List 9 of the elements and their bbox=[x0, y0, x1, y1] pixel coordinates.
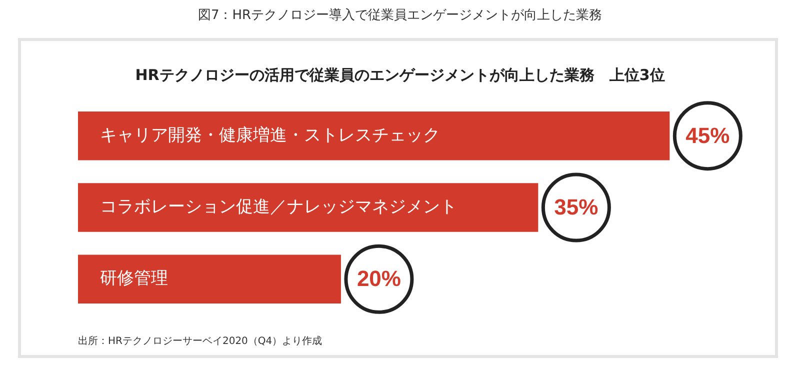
y-tick-label: 研修管理 bbox=[100, 268, 168, 289]
y-tick-label: コラボレーション促進／ナレッジマネジメント bbox=[100, 196, 457, 217]
chart-subtitle: HRテクノロジーの活用で従業員のエンゲージメントが向上した業務 上位3位 bbox=[134, 66, 666, 85]
data-label: 35% bbox=[554, 194, 598, 220]
data-label: 20% bbox=[356, 266, 401, 292]
data-label: 45% bbox=[686, 122, 730, 148]
text: 出所：HRテクノロジーサーベイ2020（Q4）より作成 bbox=[78, 334, 322, 348]
y-tick-label: キャリア開発・健康増進・ストレスチェック bbox=[100, 125, 440, 146]
chart-title: 図7：HRテクノロジー導入で従業員エンゲージメントが向上した業務 bbox=[196, 7, 604, 24]
